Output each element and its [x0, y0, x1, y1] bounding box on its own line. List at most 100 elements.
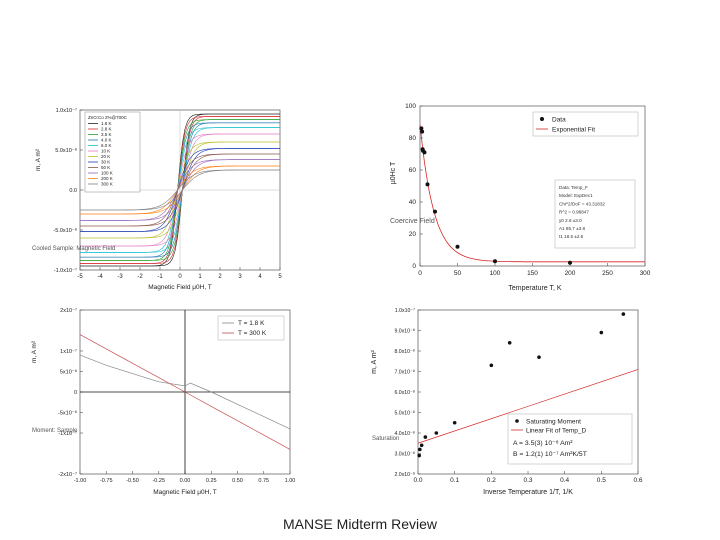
y-axis-side-label: Moment: Sample	[32, 428, 78, 434]
legend-marker	[515, 419, 519, 423]
y-tick-label: -1.0x10⁻⁷	[54, 267, 77, 274]
y-axis-label: m, A m²	[31, 340, 38, 363]
x-tick-label: 50	[454, 270, 462, 277]
x-tick-label: 0.1	[450, 477, 459, 484]
series-line	[79, 354, 291, 430]
data-point	[568, 260, 572, 265]
y-tick-label: 8.0x10⁻⁸	[394, 349, 415, 355]
x-tick-label: 0	[418, 270, 422, 277]
linear-fit-line	[417, 369, 639, 444]
y-tick-label: 7.0x10⁻⁸	[394, 370, 415, 376]
data-point	[452, 420, 457, 425]
y-tick-label: 1.0x10⁻⁷	[56, 107, 77, 114]
data-point	[418, 447, 422, 452]
x-tick-label: 3	[238, 274, 242, 280]
legend-box	[507, 413, 633, 465]
x-axis-label: Inverse Temperature 1/T, 1/K	[483, 489, 573, 496]
fit-result-line: Chi^2/DoF = 43.31832	[559, 201, 605, 206]
legend-label: 6.0 K	[101, 143, 112, 148]
y-tick-label: 60	[409, 167, 417, 174]
legend-label: 200 K	[101, 176, 113, 181]
legend-box	[532, 111, 639, 137]
x-tick-label: 100	[490, 270, 501, 277]
x-tick-label: 0.00	[180, 478, 191, 484]
legend-label: Linear Fit of Temp_D	[526, 428, 587, 435]
series-line	[80, 116, 280, 264]
data-point	[423, 435, 428, 439]
x-tick-label: -2	[137, 274, 143, 280]
series-line	[80, 133, 280, 247]
y-tick-label: 5.0x10⁻⁸	[55, 147, 77, 154]
x-tick-label: 0.3	[523, 477, 532, 484]
legend-box	[217, 315, 285, 341]
y-tick-label: 0	[412, 263, 416, 270]
x-tick-label: 0.0	[413, 477, 422, 484]
x-tick-label: 0.50	[232, 478, 243, 484]
fit-result-line: y0 2.6 ±3.0	[559, 218, 582, 223]
footer-caption: MANSE Midterm Review	[282, 516, 438, 532]
data-point	[493, 259, 497, 264]
x-tick-label: 0.6	[633, 477, 642, 484]
series-line	[80, 165, 280, 215]
x-tick-label: 150	[527, 270, 538, 277]
legend-label: Exponential Fit	[552, 127, 595, 134]
y-tick-label: -2x10⁻⁷	[58, 471, 77, 478]
x-tick-label: -0.25	[152, 478, 165, 484]
y-tick-label: -1x10⁻⁷	[58, 430, 77, 437]
data-point	[455, 244, 460, 249]
y-tick-label: 80	[409, 135, 417, 142]
x-tick-label: 0.2	[487, 477, 496, 484]
legend-label: 20 K	[101, 154, 110, 159]
x-tick-label: 200	[565, 270, 576, 277]
x-tick-label: 0.25	[206, 478, 217, 484]
series-line	[80, 127, 280, 253]
fit-result-line: A = 3.5(3) 10⁻⁸ Am²	[513, 440, 573, 447]
x-tick-label: 0	[178, 274, 182, 280]
fit-result-box	[554, 179, 636, 249]
y-tick-label: 5.0x10⁻⁸	[394, 411, 415, 417]
x-tick-label: 2	[218, 274, 222, 280]
y-tick-label: -5x10⁻⁸	[58, 410, 77, 417]
legend-label: T = 1.8 K	[238, 320, 265, 327]
data-point	[489, 363, 494, 368]
x-tick-label: 1	[198, 274, 202, 280]
y-axis-label: μ0Hc T	[390, 161, 397, 184]
y-tick-label: 3.0x10⁻⁸	[394, 452, 415, 458]
fit-result-line: t1 18.5 ±2.6	[559, 234, 584, 239]
data-point	[420, 129, 425, 134]
legend-label: Data	[552, 117, 566, 124]
data-point	[599, 330, 604, 335]
chart-room-temperature-loop: -1.00 -0.75 -0.50 -0.25 0.00 0.25 0.50 0.75 1.00…	[31, 307, 296, 496]
data-point	[433, 209, 437, 214]
series-line	[80, 169, 280, 211]
data-point	[507, 341, 512, 345]
series-line	[80, 159, 280, 221]
x-tick-label: -5	[77, 274, 83, 280]
x-tick-label: 1.00	[285, 478, 296, 484]
y-tick-label: 4.0x10⁻⁸	[394, 431, 415, 437]
data-point	[419, 126, 424, 131]
data-point	[537, 355, 541, 359]
y-tick-label: 5x10⁻⁸	[60, 369, 77, 376]
fit-result-line: R^2 = 0.98847	[559, 210, 589, 215]
legend-label: 100 K	[101, 171, 113, 176]
y-tick-label: 20	[409, 231, 417, 238]
y-axis-side-label: Cooled Sample: Magnetic Field	[32, 246, 115, 252]
legend-label: 1.8 K	[101, 121, 112, 126]
x-tick-label: 4	[258, 274, 262, 280]
y-axis-label: m, A m²	[35, 148, 42, 171]
y-tick-label: 2x10⁻⁷	[60, 307, 77, 314]
x-tick-label: -0.75	[100, 478, 113, 484]
x-tick-label: -1	[157, 274, 163, 280]
legend-label: 2.8 K	[101, 127, 112, 132]
x-tick-label: -1.00	[74, 478, 87, 484]
fit-result-line: B = 1.2(1) 10⁻⁷ Am²K/5T	[513, 451, 587, 458]
legend-marker	[540, 117, 544, 121]
y-tick-label: 9.0x10⁻⁸	[394, 329, 415, 335]
data-point	[422, 150, 427, 155]
x-tick-label: 0.5	[597, 477, 606, 484]
x-tick-label: -4	[97, 274, 103, 280]
y-axis-side-label: Coercive Field	[390, 218, 435, 225]
x-axis-label: Magnetic Field μ0H, T	[153, 489, 217, 496]
legend-label: 30 K	[101, 160, 110, 165]
